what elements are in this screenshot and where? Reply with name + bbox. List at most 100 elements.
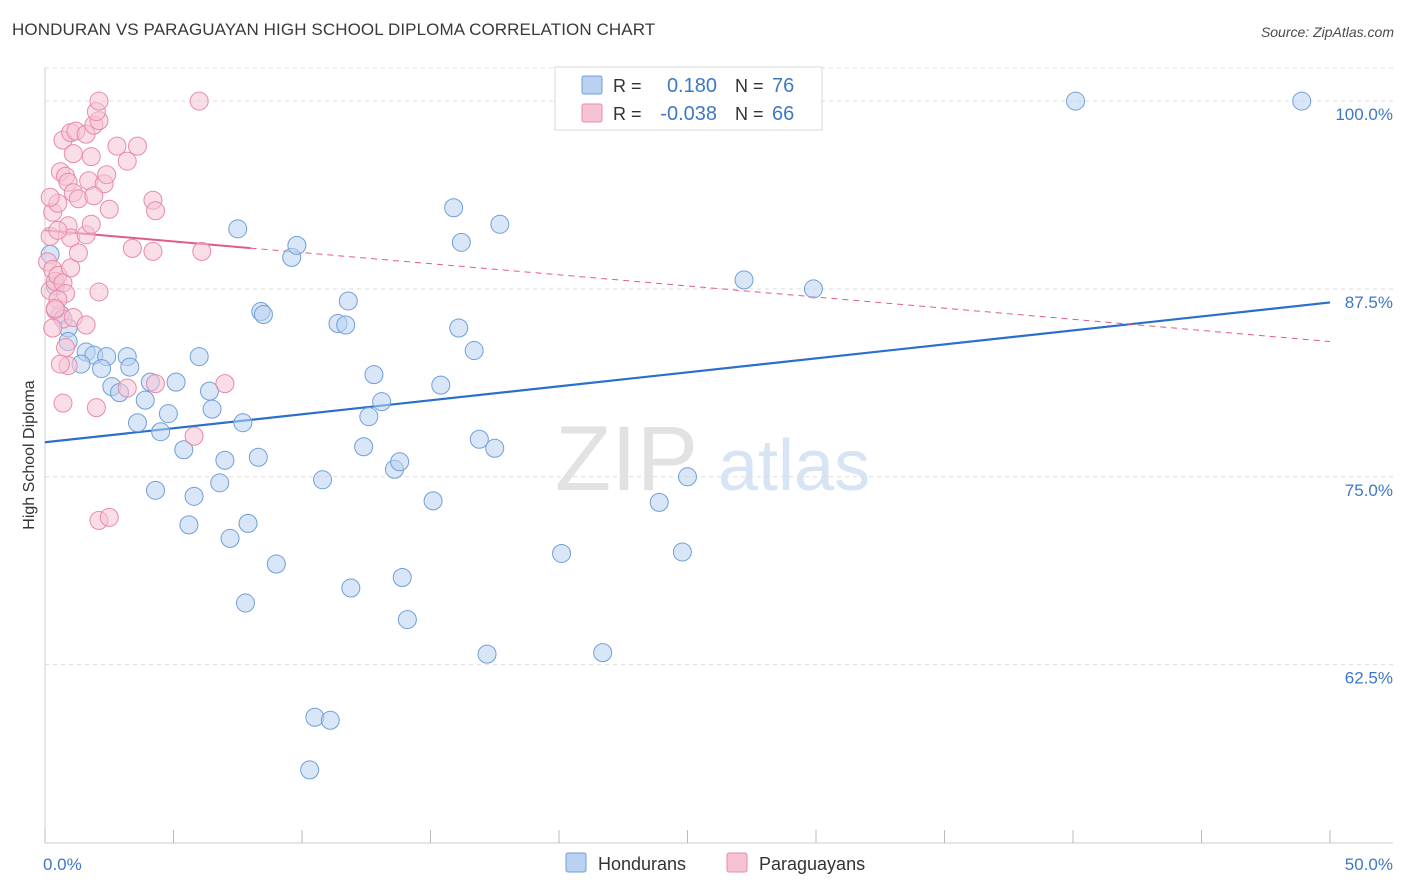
point-hondurans xyxy=(233,413,253,433)
point-hondurans xyxy=(120,357,140,377)
point-hondurans xyxy=(300,760,320,780)
axis-layer: 100.0% 87.5% 75.0% 62.5% 0.0% 50.0% xyxy=(43,68,1393,874)
point-hondurans xyxy=(1066,91,1086,111)
point-hondurans xyxy=(341,578,361,598)
point-hondurans xyxy=(397,610,417,630)
watermark-atlas: atlas xyxy=(718,426,870,506)
point-paraguayans xyxy=(122,238,142,258)
point-hondurans xyxy=(372,392,392,412)
legend-r-label-paraguayans: R = xyxy=(613,104,642,124)
point-paraguayans xyxy=(192,241,212,261)
legend-r-value-paraguayans: -0.038 xyxy=(660,103,717,125)
point-hondurans xyxy=(444,198,464,218)
bottom-legend-label-paraguayans: Paraguayans xyxy=(759,854,865,874)
point-paraguayans xyxy=(45,298,65,318)
point-paraguayans xyxy=(146,374,166,394)
point-hondurans xyxy=(477,644,497,664)
point-paraguayans xyxy=(189,91,209,111)
point-paraguayans xyxy=(215,374,235,394)
watermark: ZIP atlas xyxy=(555,408,870,510)
trendline-dashed-paraguayans xyxy=(250,247,1331,343)
point-hondurans xyxy=(202,399,222,419)
legend-swatch-hondurans xyxy=(581,75,603,95)
point-paraguayans xyxy=(146,201,166,221)
point-paraguayans xyxy=(50,354,70,374)
point-hondurans xyxy=(672,542,692,562)
point-paraguayans xyxy=(61,258,81,278)
point-paraguayans xyxy=(128,136,148,156)
bottom-legend-swatch-hondurans xyxy=(565,852,587,873)
watermark-zip: ZIP xyxy=(555,408,698,510)
point-hondurans xyxy=(215,450,235,470)
point-hondurans xyxy=(287,235,307,255)
point-hondurans xyxy=(336,315,356,335)
point-paraguayans xyxy=(53,393,73,413)
point-paraguayans xyxy=(107,136,127,156)
point-hondurans xyxy=(128,413,148,433)
y-tick-label: 87.5% xyxy=(1345,293,1393,312)
point-hondurans xyxy=(451,232,471,252)
point-hondurans xyxy=(423,491,443,511)
point-hondurans xyxy=(174,440,194,460)
trendline-hondurans xyxy=(44,301,1331,444)
point-paraguayans xyxy=(86,398,106,418)
point-paraguayans xyxy=(43,318,63,338)
point-paraguayans xyxy=(99,507,119,527)
point-hondurans xyxy=(228,219,248,239)
point-hondurans xyxy=(266,554,286,574)
point-hondurans xyxy=(485,438,505,458)
point-hondurans xyxy=(238,513,258,533)
point-paraguayans xyxy=(63,144,83,164)
point-hondurans xyxy=(135,390,155,410)
point-hondurans xyxy=(248,447,268,467)
legend-n-value-hondurans: 76 xyxy=(772,75,794,97)
point-hondurans xyxy=(431,375,451,395)
point-hondurans xyxy=(359,407,379,427)
point-paraguayans xyxy=(99,199,119,219)
point-hondurans xyxy=(803,279,823,299)
point-hondurans xyxy=(354,437,374,457)
x-tick-label: 50.0% xyxy=(1345,855,1393,874)
point-paraguayans xyxy=(40,187,60,207)
grid-layer xyxy=(45,67,1393,666)
y-axis-label: High School Diploma xyxy=(21,380,38,530)
point-hondurans xyxy=(338,291,358,311)
legend-r-value-hondurans: 0.180 xyxy=(667,75,717,97)
point-hondurans xyxy=(146,480,166,500)
legend-r-label-hondurans: R = xyxy=(613,76,642,96)
point-paraguayans xyxy=(143,241,163,261)
y-tick-label: 100.0% xyxy=(1335,105,1393,124)
point-hondurans xyxy=(449,318,469,338)
chart-source: Source: ZipAtlas.com xyxy=(1260,24,1394,40)
legend-n-value-paraguayans: 66 xyxy=(772,103,794,125)
y-tick-label: 62.5% xyxy=(1345,669,1393,688)
point-hondurans xyxy=(189,347,209,367)
point-hondurans xyxy=(364,365,384,385)
point-hondurans xyxy=(593,643,613,663)
point-hondurans xyxy=(235,593,255,613)
point-hondurans xyxy=(220,528,240,548)
point-hondurans xyxy=(313,470,333,490)
point-paraguayans xyxy=(117,378,137,398)
point-paraguayans xyxy=(84,186,104,206)
point-hondurans xyxy=(490,214,510,234)
point-hondurans xyxy=(184,486,204,506)
point-hondurans xyxy=(552,543,572,563)
point-paraguayans xyxy=(89,282,109,302)
point-paraguayans xyxy=(48,220,68,240)
point-hondurans xyxy=(469,429,489,449)
points-layer xyxy=(38,91,1312,780)
point-paraguayans xyxy=(117,151,137,171)
point-hondurans xyxy=(210,473,230,493)
point-hondurans xyxy=(1292,91,1312,111)
point-hondurans xyxy=(92,359,112,379)
legend-n-label-paraguayans: N = xyxy=(735,104,764,124)
point-paraguayans xyxy=(81,147,101,167)
legend-swatch-paraguayans xyxy=(581,103,603,123)
point-paraguayans xyxy=(68,189,88,209)
top-legend: R = 0.180 N = 76 R = -0.038 N = 66 xyxy=(554,66,823,131)
point-hondurans xyxy=(464,341,484,361)
point-hondurans xyxy=(649,492,669,512)
point-hondurans xyxy=(734,270,754,290)
